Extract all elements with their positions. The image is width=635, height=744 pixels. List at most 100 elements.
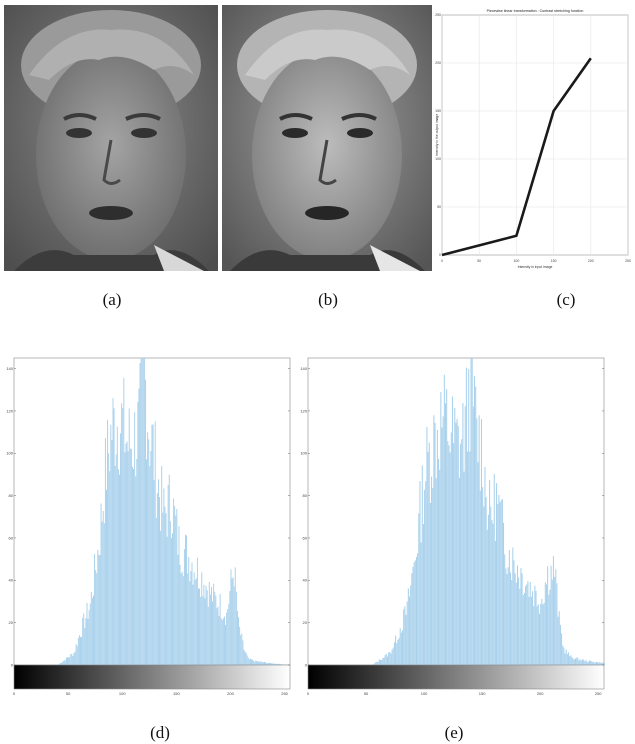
caption-a: (a) bbox=[102, 290, 122, 309]
histogram-bar bbox=[125, 443, 127, 665]
histogram-bar bbox=[411, 573, 413, 665]
histogram-bar bbox=[564, 653, 566, 665]
histogram-bar bbox=[543, 602, 545, 665]
histogram-bar bbox=[151, 424, 153, 665]
x-tick-label: 200 bbox=[537, 691, 544, 696]
histogram-bar bbox=[590, 661, 592, 665]
histogram-bar bbox=[248, 659, 250, 665]
face-image-original bbox=[4, 5, 218, 271]
histogram-bar bbox=[136, 459, 138, 665]
histogram-bar bbox=[402, 630, 404, 665]
histogram-bar bbox=[600, 663, 602, 665]
histogram-bar bbox=[188, 557, 190, 665]
histogram-bar bbox=[507, 567, 509, 665]
histogram-bar bbox=[513, 560, 515, 665]
histogram-bar bbox=[93, 595, 94, 665]
chart-c-svg: 0 50 100 150 200 250 0 50 100 150 200 250 Piecewise … bbox=[435, 9, 631, 269]
histogram-bar bbox=[76, 645, 78, 665]
histogram-bar bbox=[228, 603, 230, 665]
histogram-bar bbox=[104, 438, 106, 665]
y-tick-label: 20 bbox=[303, 620, 308, 625]
intensity-colorbar bbox=[307, 664, 605, 690]
histogram-bar bbox=[388, 652, 390, 665]
y-tick-label: 50 bbox=[437, 205, 441, 209]
histogram-bar bbox=[418, 513, 420, 665]
histogram-bar bbox=[407, 588, 409, 665]
histogram-bar bbox=[569, 656, 571, 665]
face-image-enhanced bbox=[222, 5, 432, 271]
histogram-bar bbox=[538, 613, 541, 665]
histogram-bar bbox=[227, 609, 229, 665]
histogram-bar bbox=[85, 618, 87, 665]
chart-contrast-stretching: 0 50 100 150 200 250 0 50 100 150 200 250 Piecewise … bbox=[434, 5, 632, 275]
histogram-bar bbox=[174, 506, 176, 665]
histogram-bar bbox=[61, 662, 63, 665]
histogram-bar bbox=[232, 577, 234, 665]
histogram-bar bbox=[176, 509, 178, 665]
histogram-bar bbox=[516, 565, 518, 665]
histogram-bar bbox=[113, 408, 115, 665]
histogram-bar bbox=[463, 471, 465, 665]
histogram-bar bbox=[425, 481, 427, 665]
histogram-bar bbox=[257, 661, 259, 665]
histogram-bar bbox=[271, 663, 273, 665]
histogram-bar bbox=[67, 657, 69, 665]
histogram-bar bbox=[258, 661, 260, 665]
histogram-bar bbox=[505, 568, 507, 665]
histogram-bar bbox=[420, 542, 422, 665]
photo-original bbox=[4, 5, 218, 271]
histogram-bar bbox=[192, 584, 194, 665]
histogram-bar bbox=[464, 406, 466, 665]
histogram-bar bbox=[163, 488, 165, 665]
histogram-bar bbox=[535, 590, 537, 665]
histogram-bar bbox=[592, 661, 594, 665]
histogram-bar bbox=[88, 610, 90, 665]
histogram-bar bbox=[253, 660, 255, 665]
histogram-bar bbox=[186, 535, 188, 665]
histogram-bar bbox=[82, 617, 84, 665]
series-line bbox=[441, 57, 592, 257]
histogram-bar bbox=[223, 616, 225, 665]
histogram-bar bbox=[585, 659, 587, 665]
histogram-bar bbox=[383, 657, 385, 665]
histogram-bar bbox=[559, 624, 561, 665]
intensity-colorbar bbox=[13, 664, 291, 690]
histogram-bar bbox=[587, 661, 589, 665]
histogram-bar bbox=[214, 591, 216, 665]
y-tick-label: 100 bbox=[435, 157, 441, 161]
histogram-bar bbox=[547, 566, 549, 665]
histogram-bar bbox=[436, 429, 438, 665]
histogram-bar bbox=[189, 581, 191, 665]
histogram-bar bbox=[179, 564, 181, 665]
x-tick-label: 150 bbox=[173, 691, 180, 696]
histogram-bar bbox=[390, 653, 392, 665]
y-tick-label: 0 bbox=[439, 253, 441, 257]
histogram-bar bbox=[141, 358, 143, 665]
histogram-bar bbox=[498, 494, 500, 665]
histogram-bar bbox=[86, 602, 88, 665]
histogram-bar bbox=[112, 398, 114, 665]
histogram-bar bbox=[259, 661, 261, 665]
histogram-bar bbox=[395, 635, 397, 665]
histogram-bar bbox=[432, 487, 434, 665]
histogram-bar bbox=[216, 608, 218, 665]
histogram-bar bbox=[601, 662, 603, 665]
histogram-bar bbox=[595, 661, 597, 665]
histogram-bar bbox=[91, 597, 93, 665]
histogram-original: 0 50 100 150 200 250 0 20 40 60 80 100 120 140 bbox=[4, 352, 294, 697]
histogram-bar bbox=[424, 489, 426, 665]
histogram-bar bbox=[146, 459, 148, 665]
histogram-bar bbox=[100, 503, 102, 665]
caption-e: (e) bbox=[444, 723, 464, 742]
histogram-bar bbox=[515, 582, 517, 665]
histogram-bar bbox=[135, 476, 137, 665]
histogram-bar bbox=[72, 656, 74, 665]
histogram-bar bbox=[572, 658, 574, 665]
histogram-bar bbox=[90, 591, 92, 665]
histogram-bar bbox=[172, 533, 173, 665]
histogram-bar bbox=[441, 427, 443, 665]
histogram-bar bbox=[444, 403, 447, 665]
histogram-bar bbox=[375, 662, 377, 665]
histogram-bar bbox=[581, 659, 583, 665]
histogram-bar bbox=[107, 419, 109, 665]
